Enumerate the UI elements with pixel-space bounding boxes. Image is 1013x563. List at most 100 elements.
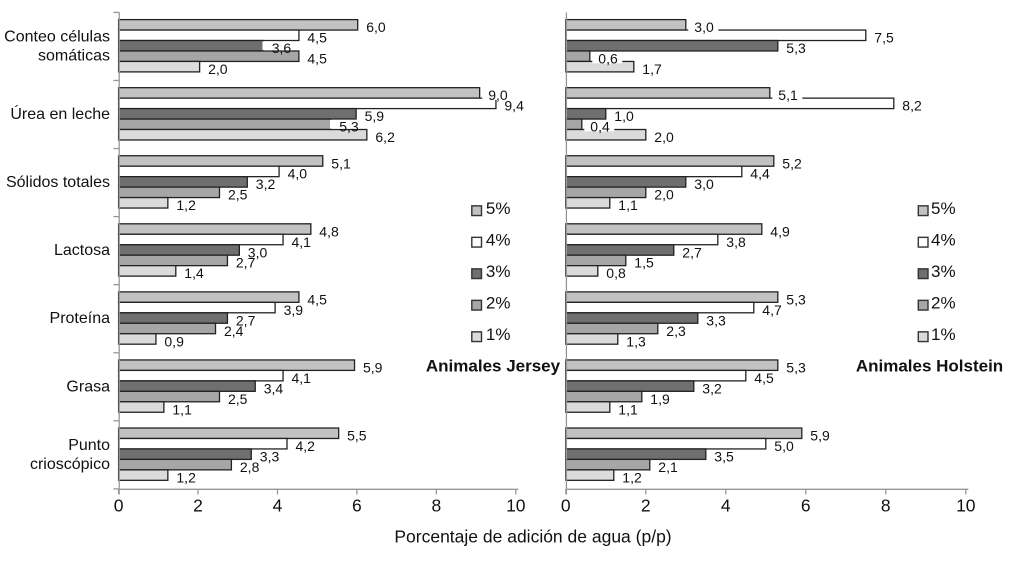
- svg-text:10: 10: [956, 496, 976, 516]
- svg-text:0: 0: [561, 496, 571, 516]
- svg-text:2%: 2%: [486, 294, 511, 313]
- svg-text:10: 10: [506, 496, 526, 516]
- svg-text:2,7: 2,7: [236, 255, 256, 271]
- svg-text:4,4: 4,4: [750, 166, 770, 182]
- svg-text:0: 0: [114, 496, 124, 516]
- svg-text:3%: 3%: [931, 262, 956, 281]
- svg-text:5,3: 5,3: [786, 40, 806, 56]
- svg-text:3,0: 3,0: [248, 244, 268, 260]
- svg-text:1%: 1%: [931, 325, 956, 344]
- svg-text:2,7: 2,7: [682, 244, 702, 260]
- svg-text:2,0: 2,0: [654, 129, 674, 145]
- svg-text:1,0: 1,0: [614, 108, 634, 124]
- svg-text:Animales Holstein: Animales Holstein: [856, 357, 1003, 376]
- svg-text:3,8: 3,8: [726, 234, 746, 250]
- svg-text:1,2: 1,2: [176, 197, 196, 213]
- svg-text:1,7: 1,7: [642, 61, 662, 77]
- svg-text:Sólidos totales: Sólidos totales: [6, 174, 110, 191]
- svg-text:2%: 2%: [931, 294, 956, 313]
- svg-text:4,8: 4,8: [319, 223, 339, 239]
- svg-text:5,3: 5,3: [786, 291, 806, 307]
- svg-text:3,3: 3,3: [706, 312, 726, 328]
- svg-text:3,6: 3,6: [272, 40, 292, 56]
- svg-text:Grasa: Grasa: [66, 378, 110, 395]
- svg-text:5,3: 5,3: [339, 119, 359, 135]
- svg-text:3%: 3%: [486, 262, 511, 281]
- svg-text:5,1: 5,1: [331, 155, 351, 171]
- svg-text:3,5: 3,5: [714, 448, 734, 464]
- svg-text:4,2: 4,2: [296, 438, 316, 454]
- svg-text:9,4: 9,4: [504, 98, 524, 114]
- svg-text:5%: 5%: [931, 199, 956, 218]
- svg-text:5,0: 5,0: [774, 438, 794, 454]
- svg-text:3,2: 3,2: [702, 380, 722, 396]
- svg-text:Lactosa: Lactosa: [54, 242, 110, 259]
- svg-text:4,5: 4,5: [307, 30, 327, 46]
- svg-text:5,9: 5,9: [365, 108, 385, 124]
- svg-text:5,1: 5,1: [778, 87, 798, 103]
- svg-text:2,3: 2,3: [666, 323, 686, 339]
- svg-text:4: 4: [721, 496, 731, 516]
- svg-text:3,3: 3,3: [260, 448, 280, 464]
- svg-text:8: 8: [432, 496, 442, 516]
- svg-text:2,4: 2,4: [224, 323, 244, 339]
- svg-text:4,7: 4,7: [762, 302, 782, 318]
- svg-text:1,9: 1,9: [650, 391, 670, 407]
- svg-text:1,3: 1,3: [626, 333, 646, 349]
- svg-text:2,1: 2,1: [658, 459, 678, 475]
- svg-text:4%: 4%: [486, 231, 511, 250]
- svg-text:Animales Jersey: Animales Jersey: [426, 357, 561, 376]
- svg-text:3,4: 3,4: [264, 380, 284, 396]
- svg-text:2,5: 2,5: [228, 187, 248, 203]
- svg-text:4,0: 4,0: [288, 166, 308, 182]
- svg-text:0,8: 0,8: [606, 265, 626, 281]
- svg-text:2: 2: [641, 496, 651, 516]
- svg-text:5,5: 5,5: [347, 428, 367, 444]
- svg-text:1%: 1%: [486, 325, 511, 344]
- svg-text:somáticas: somáticas: [38, 47, 110, 64]
- svg-text:5,2: 5,2: [782, 155, 802, 171]
- svg-text:2,0: 2,0: [208, 61, 228, 77]
- svg-text:1,1: 1,1: [618, 197, 638, 213]
- svg-text:2,0: 2,0: [654, 187, 674, 203]
- svg-text:9,0: 9,0: [488, 87, 508, 103]
- svg-text:Conteo células: Conteo células: [4, 28, 110, 45]
- svg-text:2: 2: [193, 496, 203, 516]
- svg-text:1,5: 1,5: [634, 255, 654, 271]
- svg-text:6: 6: [801, 496, 811, 516]
- svg-text:Punto: Punto: [68, 437, 110, 454]
- svg-text:2,5: 2,5: [228, 391, 248, 407]
- svg-text:7,5: 7,5: [874, 30, 894, 46]
- svg-text:Proteína: Proteína: [50, 310, 111, 327]
- svg-text:0,9: 0,9: [164, 333, 184, 349]
- svg-text:crioscópico: crioscópico: [30, 456, 110, 473]
- svg-text:4%: 4%: [931, 231, 956, 250]
- svg-text:6,0: 6,0: [366, 19, 386, 35]
- svg-text:1,1: 1,1: [618, 401, 638, 417]
- svg-text:3,0: 3,0: [694, 176, 714, 192]
- svg-text:4,5: 4,5: [307, 291, 327, 307]
- svg-text:4,1: 4,1: [292, 370, 312, 386]
- svg-text:1,4: 1,4: [184, 265, 204, 281]
- svg-text:1,2: 1,2: [176, 469, 196, 485]
- svg-text:2,8: 2,8: [240, 459, 260, 475]
- svg-text:3,9: 3,9: [284, 302, 304, 318]
- svg-text:8: 8: [881, 496, 891, 516]
- svg-text:0,4: 0,4: [590, 119, 610, 135]
- svg-text:5,3: 5,3: [786, 359, 806, 375]
- svg-text:4,1: 4,1: [292, 234, 312, 250]
- svg-text:3,0: 3,0: [694, 19, 714, 35]
- svg-text:1,1: 1,1: [172, 401, 192, 417]
- svg-text:5%: 5%: [486, 199, 511, 218]
- svg-text:8,2: 8,2: [902, 98, 922, 114]
- svg-text:4,9: 4,9: [770, 223, 790, 239]
- svg-text:0,6: 0,6: [598, 51, 618, 67]
- svg-text:3,2: 3,2: [256, 176, 276, 192]
- svg-text:4: 4: [273, 496, 283, 516]
- svg-text:1,2: 1,2: [622, 469, 642, 485]
- svg-text:6: 6: [352, 496, 362, 516]
- svg-text:4,5: 4,5: [754, 370, 774, 386]
- svg-text:6,2: 6,2: [375, 129, 395, 145]
- svg-text:Porcentaje de adición de agua: Porcentaje de adición de agua (p/p): [394, 527, 671, 547]
- svg-text:5,9: 5,9: [363, 359, 383, 375]
